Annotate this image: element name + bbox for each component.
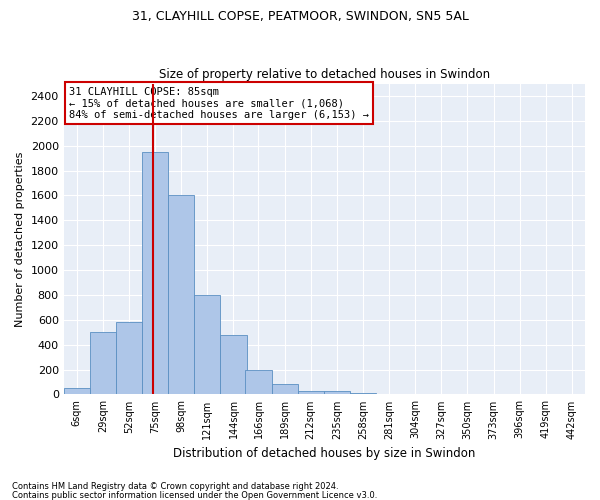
Title: Size of property relative to detached houses in Swindon: Size of property relative to detached ho…	[159, 68, 490, 81]
Bar	[272, 384, 298, 394]
Text: Contains HM Land Registry data © Crown copyright and database right 2024.: Contains HM Land Registry data © Crown c…	[12, 482, 338, 491]
Bar	[245, 370, 272, 394]
Bar	[194, 295, 220, 394]
Bar	[116, 322, 142, 394]
Text: Contains public sector information licensed under the Open Government Licence v3: Contains public sector information licen…	[12, 490, 377, 500]
Bar	[64, 388, 90, 394]
Bar	[90, 332, 116, 394]
Bar	[324, 392, 350, 394]
Bar	[168, 196, 194, 394]
Y-axis label: Number of detached properties: Number of detached properties	[15, 152, 25, 326]
Bar	[350, 393, 376, 394]
Text: 31, CLAYHILL COPSE, PEATMOOR, SWINDON, SN5 5AL: 31, CLAYHILL COPSE, PEATMOOR, SWINDON, S…	[131, 10, 469, 23]
Bar	[220, 334, 247, 394]
Text: 31 CLAYHILL COPSE: 85sqm
← 15% of detached houses are smaller (1,068)
84% of sem: 31 CLAYHILL COPSE: 85sqm ← 15% of detach…	[69, 86, 369, 120]
X-axis label: Distribution of detached houses by size in Swindon: Distribution of detached houses by size …	[173, 447, 476, 460]
Bar	[298, 390, 324, 394]
Bar	[142, 152, 168, 394]
